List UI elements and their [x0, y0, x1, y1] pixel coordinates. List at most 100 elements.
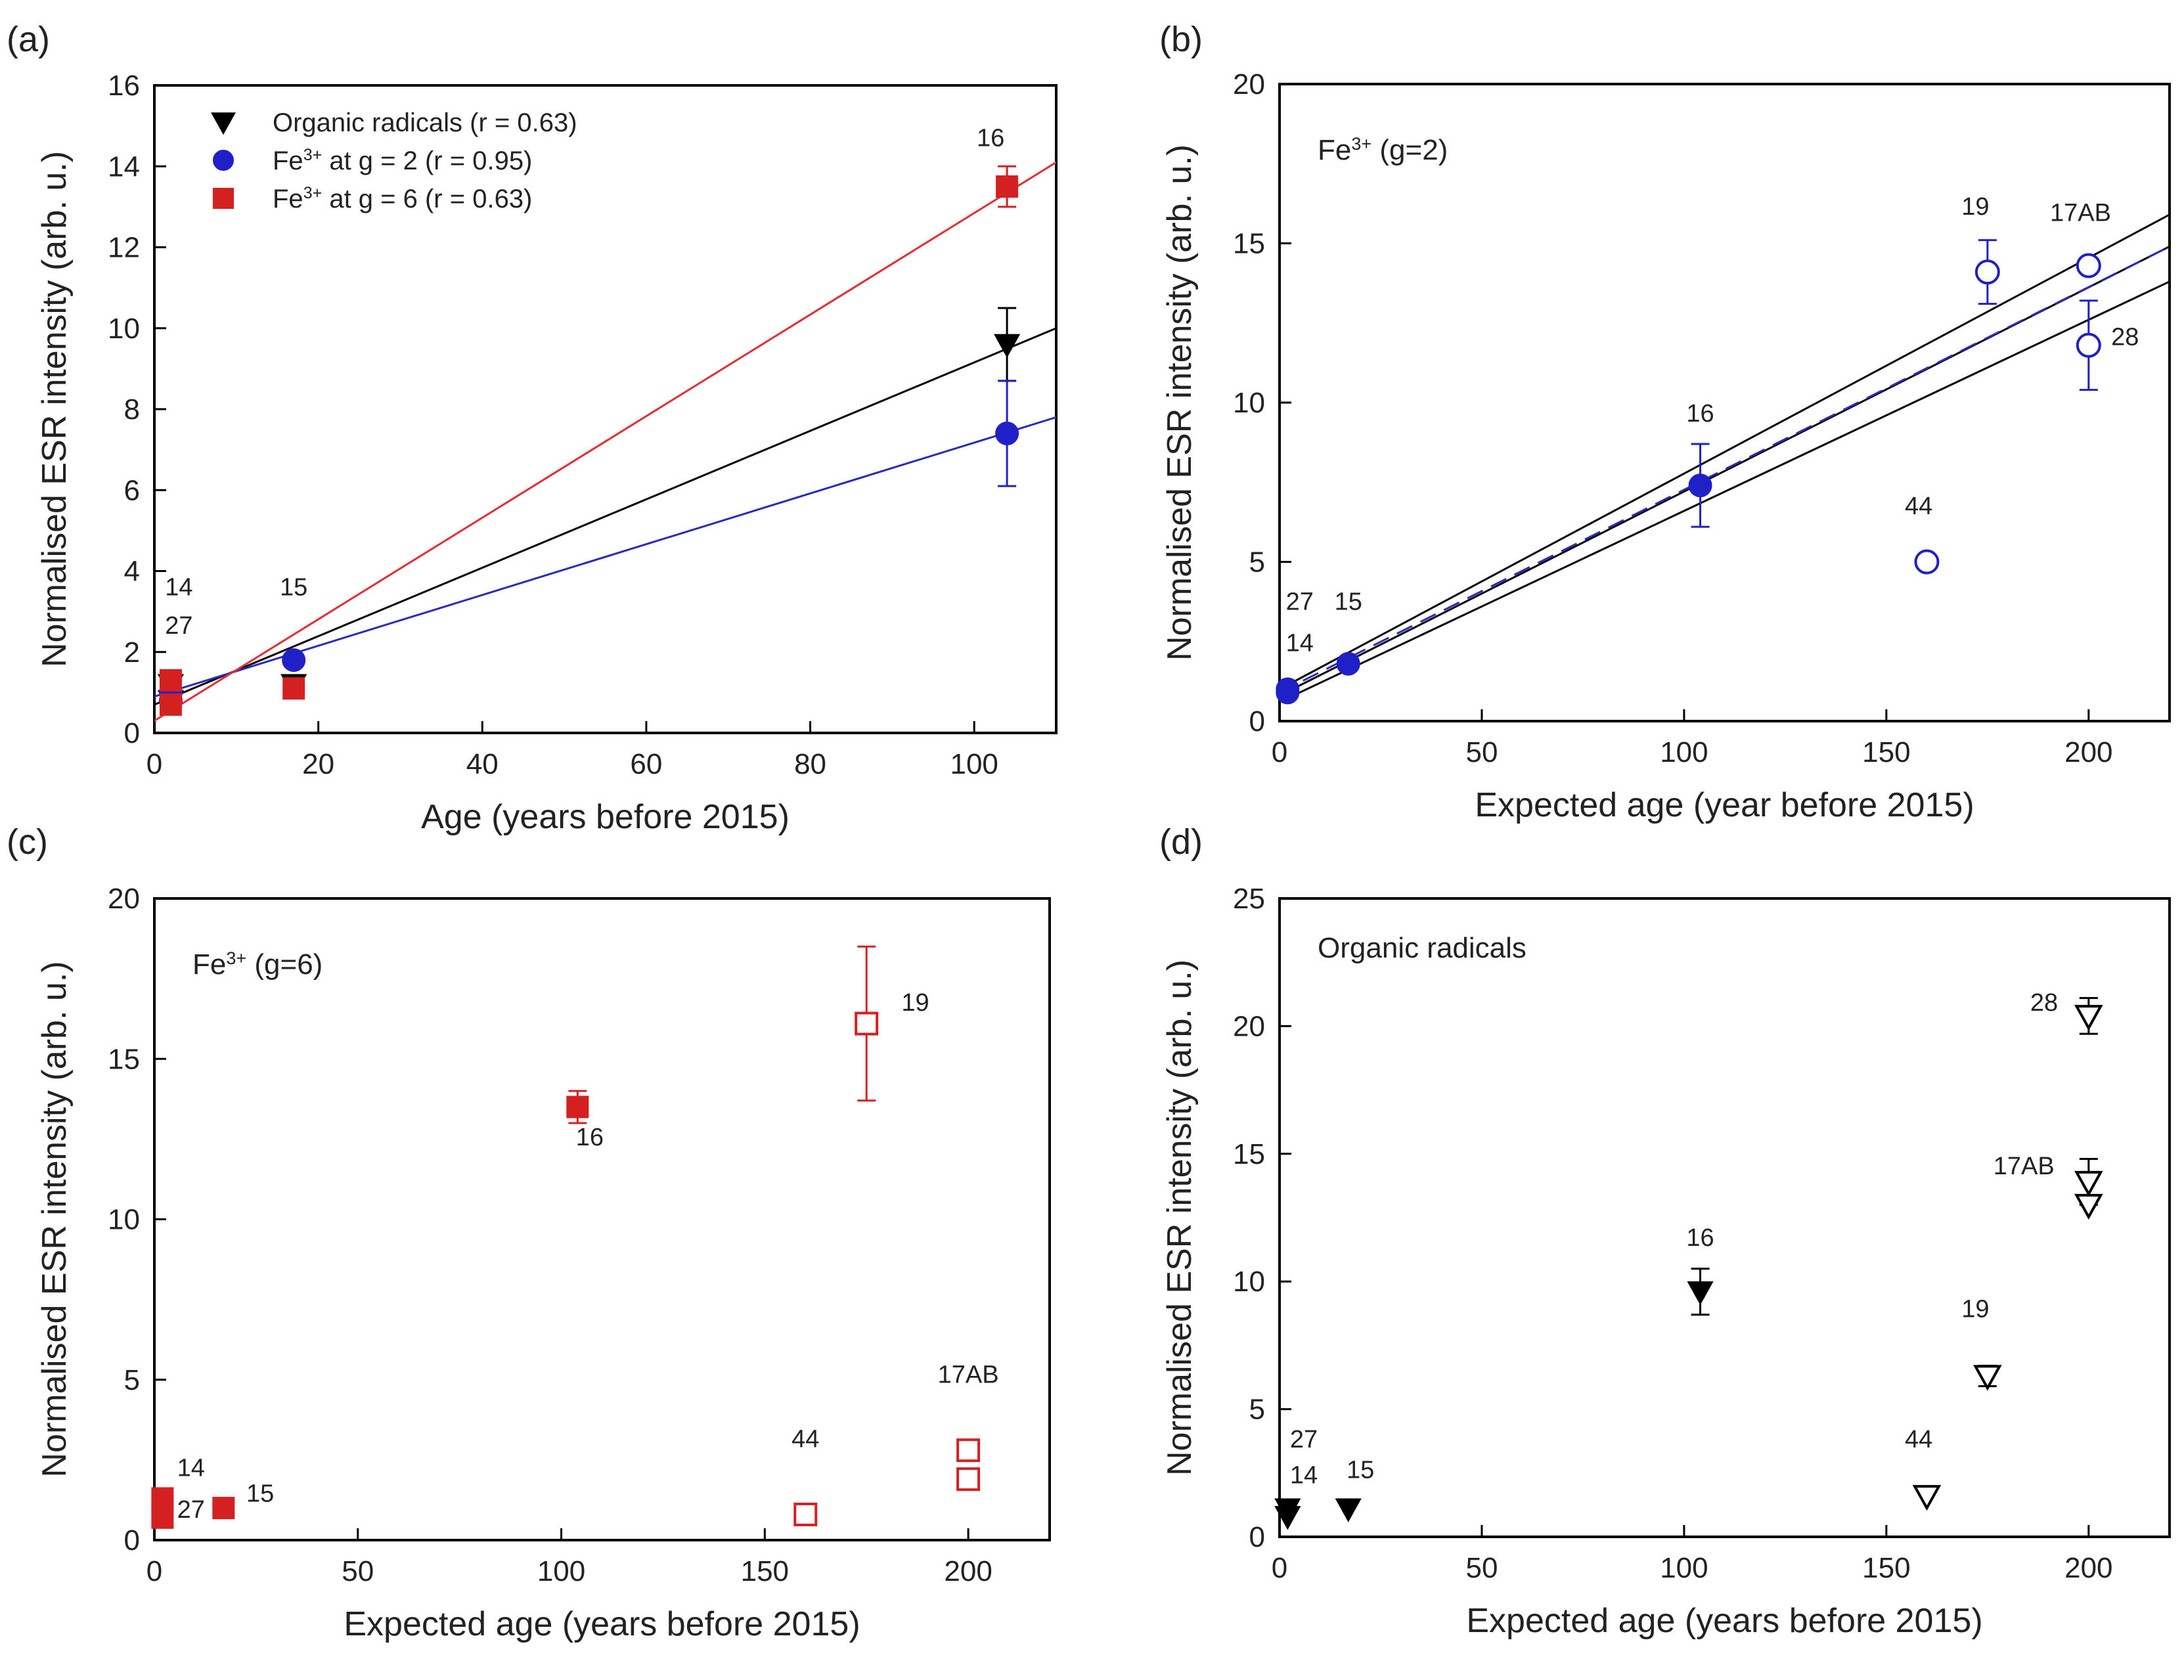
- x-tick-label: 80: [794, 748, 826, 780]
- y-tick-label: 20: [108, 883, 140, 915]
- x-tick-label: 100: [1660, 1552, 1708, 1584]
- y-tick-label: 10: [108, 1204, 140, 1236]
- data-point-circle-filled: [1276, 680, 1300, 705]
- y-tick-label: 20: [1233, 68, 1265, 100]
- data-point-square-filled: [151, 1506, 174, 1529]
- y-tick-label: 0: [124, 717, 140, 749]
- y-tick-label: 10: [1233, 1266, 1265, 1298]
- data-point-triangle-down-open: [2074, 1005, 2103, 1031]
- point-label: 15: [1335, 588, 1362, 615]
- data-point-square-open: [956, 1438, 981, 1463]
- legend-label: Fe3+ at g = 6 (r = 0.63): [273, 184, 532, 213]
- y-tick-label: 5: [1249, 1394, 1265, 1426]
- y-tick-label: 10: [108, 313, 140, 345]
- legend-marker-circle: [213, 150, 234, 171]
- y-tick-label: 15: [1233, 228, 1265, 260]
- panel-label: (b): [1159, 20, 1203, 59]
- point-label: 14: [177, 1454, 205, 1482]
- point-label: 17AB: [1994, 1153, 2055, 1180]
- y-tick-label: 6: [124, 474, 140, 506]
- fit-line-red: [154, 161, 1056, 722]
- y-tick-label: 25: [1233, 883, 1265, 915]
- x-tick-label: 200: [2064, 736, 2112, 768]
- x-tick-label: 150: [1862, 736, 1910, 768]
- data-point-square-filled: [151, 1487, 174, 1510]
- plot-frame: [1278, 897, 2171, 1538]
- x-tick-label: 100: [1660, 736, 1708, 768]
- data-point-triangle-down-open: [2074, 1170, 2103, 1197]
- y-tick-label: 5: [124, 1364, 140, 1396]
- y-axis-title: Normalised ESR intensity (arb. u.): [35, 961, 74, 1477]
- data-point-square-filled: [566, 1095, 589, 1118]
- point-label: 14: [165, 573, 192, 601]
- data-point-triangle-down-filled: [1687, 1281, 1714, 1306]
- y-tick-label: 8: [124, 393, 140, 426]
- data-point-square-filled: [996, 175, 1019, 198]
- data-point-circle-filled: [1688, 474, 1712, 498]
- x-tick-label: 0: [146, 1555, 162, 1587]
- x-tick-label: 100: [950, 748, 998, 780]
- x-tick-label: 50: [1465, 1552, 1498, 1584]
- y-axis-title: Normalised ESR intensity (arb. u.): [1161, 144, 1199, 661]
- y-tick-label: 16: [108, 70, 140, 102]
- data-point-triangle-down-filled: [1274, 1506, 1301, 1530]
- chart-panel-b: (b) 0 50 100 150 200 0 5 10 15 20 Expected age (yea…: [1159, 20, 2171, 824]
- point-label: 15: [280, 573, 307, 601]
- point-label: 14: [1286, 629, 1314, 657]
- data-point-triangle-down-filled: [1335, 1498, 1362, 1522]
- x-tick-label: 40: [466, 748, 499, 780]
- x-axis-title: Expected age (years before 2015): [344, 1605, 860, 1643]
- plot-frame: [153, 84, 1058, 734]
- data-point-circle-open: [1914, 549, 1940, 575]
- point-label: 14: [1290, 1461, 1318, 1489]
- panel-label: (c): [7, 822, 48, 862]
- legend: Organic radicals (r = 0.63) Fe3+ at g = 2…: [211, 108, 577, 213]
- x-tick-label: 100: [537, 1555, 585, 1587]
- point-label: 19: [1961, 1296, 1989, 1323]
- x-tick-label: 0: [1272, 1552, 1287, 1584]
- panel-annotation: Organic radicals: [1318, 932, 1527, 964]
- x-axis-title: Expected age (year before 2015): [1475, 786, 1974, 824]
- y-axis-title: Normalised ESR intensity (arb. u.): [35, 151, 74, 667]
- data-point-circle-filled: [995, 421, 1019, 445]
- y-tick-label: 4: [124, 556, 140, 588]
- panel-label: (a): [7, 20, 50, 59]
- data-point-square-open: [956, 1467, 981, 1492]
- point-label: 17AB: [2050, 200, 2111, 227]
- point-label: 44: [1905, 493, 1932, 520]
- point-label: 16: [576, 1124, 604, 1151]
- point-label: 16: [977, 124, 1004, 152]
- panel-label: (d): [1159, 822, 1203, 862]
- fit-line-black: [1280, 213, 2170, 690]
- chart-panel-c: (c) 0 50 100 150 200 0 5 10 15 20 Expected age (yea…: [7, 822, 1051, 1643]
- point-label: 19: [1961, 193, 1989, 221]
- x-tick-label: 0: [146, 748, 162, 780]
- data-point-triangle-down-open: [1973, 1365, 2002, 1391]
- point-label: 27: [1290, 1426, 1318, 1453]
- point-label: 17AB: [938, 1361, 999, 1389]
- point-label: 27: [177, 1496, 205, 1524]
- point-label: 16: [1686, 400, 1714, 428]
- data-point-circle-open: [1974, 259, 2000, 285]
- chart-panel-a: (a) 0 20 40 60 80 100 0 2 4 6 8 10 12 14 16 Age (years b…: [7, 20, 1058, 836]
- fit-line-blue: [154, 416, 1056, 697]
- y-tick-label: 14: [108, 150, 140, 183]
- y-tick-label: 10: [1233, 387, 1265, 419]
- data-point-square-open: [793, 1502, 818, 1526]
- data-point-circle-open: [2076, 253, 2101, 278]
- point-label: 15: [1347, 1457, 1374, 1484]
- y-tick-label: 20: [1233, 1010, 1265, 1042]
- point-label: 44: [1905, 1426, 1932, 1453]
- legend-label: Fe3+ at g = 2 (r = 0.95): [273, 146, 532, 175]
- fit-line-black: [1280, 280, 2170, 703]
- x-tick-label: 200: [944, 1555, 992, 1587]
- point-label: 15: [246, 1480, 274, 1507]
- data-point-triangle-down-filled: [994, 334, 1021, 358]
- fit-line-blue-dashed: [1280, 246, 2170, 694]
- fit-line-black: [154, 327, 1056, 706]
- plot-frame: [1278, 83, 2171, 722]
- data-point-circle-open: [2076, 332, 2101, 358]
- x-tick-label: 20: [302, 748, 334, 780]
- x-axis-title: Expected age (years before 2015): [1466, 1602, 1982, 1640]
- point-label: 27: [165, 612, 192, 640]
